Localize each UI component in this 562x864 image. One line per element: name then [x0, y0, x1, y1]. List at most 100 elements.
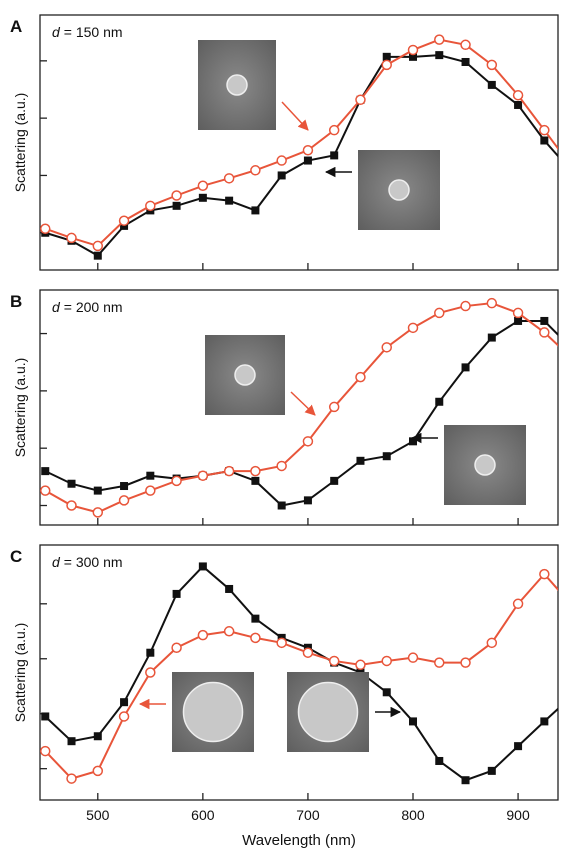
- circle-marker: [223, 626, 235, 637]
- square-marker: [93, 486, 102, 495]
- square-marker: [487, 766, 496, 775]
- circle-marker: [381, 342, 392, 353]
- circle-marker: [223, 173, 235, 184]
- x-axis-label: Wavelength (nm): [242, 832, 356, 849]
- circle-marker: [302, 647, 314, 658]
- annotation-text: = 150 nm: [64, 24, 123, 40]
- circle-marker: [197, 629, 209, 641]
- y-axis-label: Scattering (a.u.): [12, 93, 28, 193]
- circle-marker: [250, 165, 261, 176]
- circle-marker: [486, 297, 498, 309]
- circle-marker: [539, 327, 550, 338]
- square-marker: [146, 648, 155, 657]
- circle-marker: [92, 765, 104, 777]
- square-marker: [461, 57, 470, 66]
- circle-marker: [276, 155, 287, 166]
- arrow: [290, 391, 316, 416]
- square-marker: [435, 51, 444, 60]
- series-line: [44, 38, 558, 248]
- panel-label: B: [10, 292, 22, 311]
- square-marker: [514, 100, 523, 109]
- x-tick-label: 700: [296, 807, 320, 823]
- circle-marker: [66, 773, 77, 784]
- square-marker: [172, 201, 181, 210]
- circle-marker: [381, 655, 392, 667]
- circle-marker: [276, 637, 287, 649]
- circle-marker: [512, 89, 524, 101]
- circle-marker: [40, 745, 51, 757]
- circle-marker: [486, 637, 498, 649]
- axes-frame: [39, 14, 559, 271]
- plot-area: [40, 297, 558, 518]
- circle-marker: [328, 124, 340, 136]
- circle-marker: [460, 657, 471, 668]
- circle-marker: [355, 371, 366, 383]
- axes-frame: [39, 544, 559, 801]
- circle-marker: [92, 507, 104, 518]
- annotation: d = 200 nm: [52, 299, 123, 315]
- circle-marker: [407, 652, 419, 663]
- annotation-variable: d: [52, 24, 61, 40]
- circle-marker: [434, 307, 445, 319]
- square-marker: [435, 397, 444, 406]
- square-marker: [382, 688, 391, 697]
- circle-marker: [145, 485, 156, 496]
- circle-marker: [434, 34, 445, 45]
- circle-marker: [145, 667, 156, 678]
- circle-marker: [66, 500, 77, 511]
- circle-marker: [92, 240, 104, 252]
- circle-marker: [407, 322, 419, 334]
- particle: [388, 179, 410, 201]
- circle-marker: [250, 632, 261, 644]
- square-marker: [120, 698, 129, 707]
- square-marker: [409, 52, 418, 61]
- circle-marker: [486, 59, 498, 71]
- x-tick-label: 800: [401, 807, 425, 823]
- square-marker: [172, 589, 181, 598]
- x-tick-label: 500: [86, 807, 110, 823]
- circle-marker: [512, 307, 524, 319]
- square-marker: [198, 193, 207, 202]
- square-marker: [146, 471, 155, 480]
- square-marker: [540, 136, 549, 145]
- square-marker: [93, 732, 102, 741]
- square-marker: [382, 452, 391, 461]
- annotation-variable: d: [52, 299, 61, 315]
- x-tick-label: 900: [506, 807, 530, 823]
- circle-marker: [539, 568, 550, 580]
- y-axis-label: Scattering (a.u.): [12, 623, 28, 723]
- square-marker: [67, 737, 76, 746]
- square-marker: [251, 206, 260, 215]
- square-marker: [409, 717, 418, 726]
- square-marker: [41, 712, 50, 721]
- annotation: d = 300 nm: [52, 554, 123, 570]
- annotation-text: = 200 nm: [64, 299, 123, 315]
- square-marker: [41, 467, 50, 476]
- circle-marker: [328, 655, 340, 667]
- axes-frame: [39, 289, 559, 526]
- square-marker: [540, 316, 549, 325]
- square-marker: [330, 151, 339, 160]
- square-marker: [120, 482, 129, 491]
- plot-area: [40, 562, 558, 785]
- square-marker: [461, 363, 470, 372]
- circle-marker: [460, 300, 471, 312]
- circle-marker: [118, 711, 130, 722]
- circle-marker: [171, 190, 182, 201]
- circle-marker: [512, 598, 524, 610]
- square-marker: [277, 501, 286, 510]
- circle-marker: [407, 44, 419, 56]
- circle-marker: [355, 659, 366, 671]
- square-marker: [67, 479, 76, 488]
- square-marker: [303, 156, 312, 165]
- square-marker: [514, 742, 523, 751]
- square-marker: [487, 80, 496, 89]
- square-marker: [251, 476, 260, 485]
- circle-marker: [276, 460, 287, 472]
- panel-label: A: [10, 17, 22, 36]
- square-marker: [225, 196, 234, 205]
- circle-marker: [118, 215, 130, 226]
- plot-area: [40, 34, 558, 260]
- y-axis-label: Scattering (a.u.): [12, 358, 28, 458]
- circle-marker: [40, 223, 51, 234]
